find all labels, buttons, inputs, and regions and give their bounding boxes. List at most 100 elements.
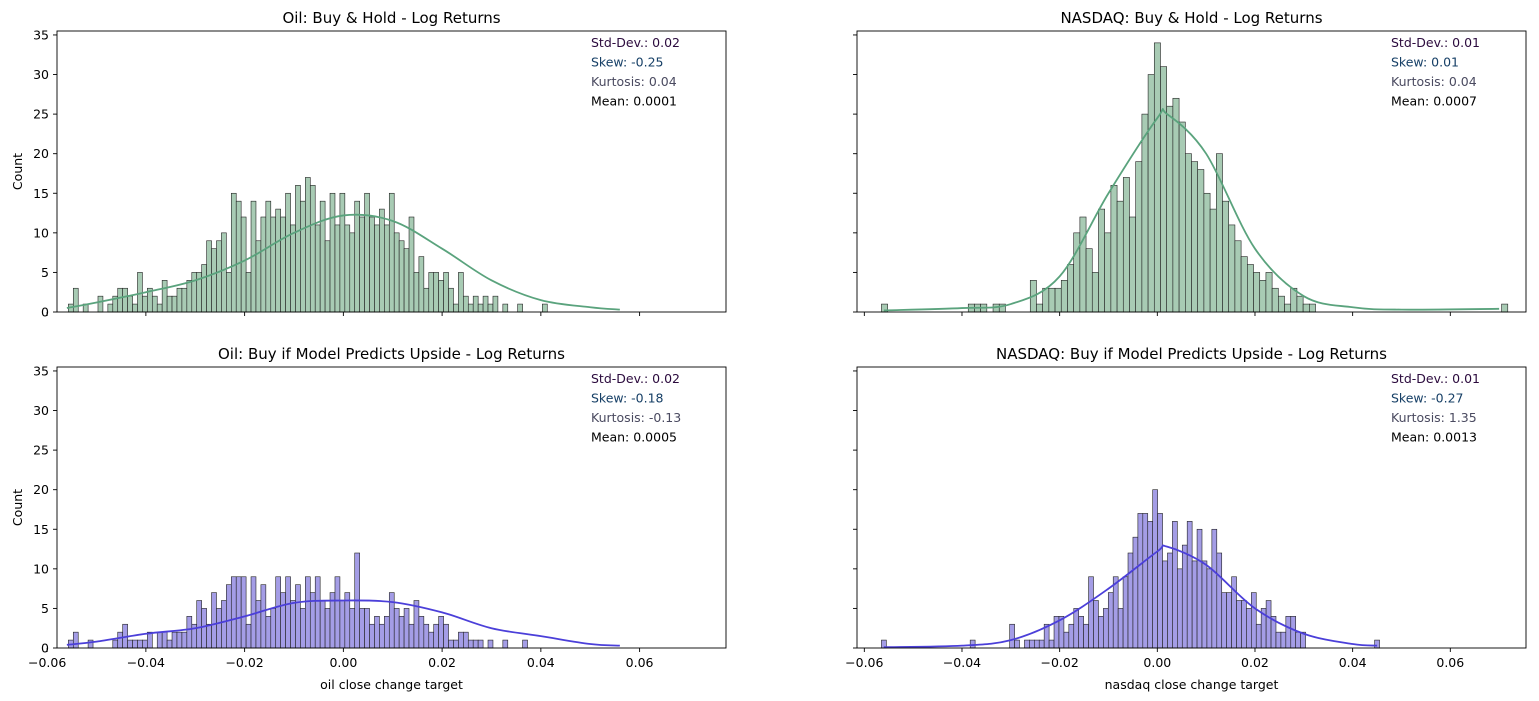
histogram-bar: [428, 631, 435, 649]
histogram-bar: [1088, 576, 1094, 649]
y-tick-label: 35: [33, 363, 49, 378]
histogram-bar: [1091, 272, 1099, 313]
histogram-bar: [1147, 521, 1153, 649]
histogram-bar: [477, 639, 484, 649]
stat-kurtosis: Kurtosis: 1.35: [1391, 410, 1477, 425]
histogram-bar: [393, 232, 400, 313]
histogram-bar: [181, 631, 188, 649]
histogram-bar: [235, 576, 242, 649]
x-tick-label: −0.04: [943, 655, 981, 670]
histogram-bar: [1501, 303, 1509, 313]
x-axis-label: oil close change target: [320, 677, 463, 692]
histogram-bar: [280, 592, 286, 649]
histogram-bar: [166, 295, 173, 313]
histogram-bar: [384, 224, 390, 313]
stat-kurtosis: Kurtosis: -0.13: [591, 410, 681, 425]
histogram-bar: [226, 272, 232, 313]
histogram-bar: [295, 584, 301, 649]
histogram-bar: [482, 295, 489, 313]
histogram-bar: [137, 639, 143, 649]
y-tick-label: 20: [33, 482, 49, 497]
histogram-bar: [423, 287, 430, 313]
histogram-bar: [472, 295, 479, 313]
histogram-bar: [467, 639, 474, 649]
histogram-bar: [186, 280, 193, 313]
histogram-bar: [329, 192, 336, 313]
kde-curve: [883, 108, 1500, 312]
histogram-bar: [1014, 639, 1020, 649]
histogram-bar: [423, 623, 430, 649]
subplot-2: NASDAQ: Buy & Hold - Log Returns Std-Dev.…: [853, 9, 1527, 316]
histogram-bar: [280, 216, 286, 313]
histogram-bar: [1029, 639, 1035, 649]
histogram-bar: [1206, 568, 1213, 649]
histogram-bar: [522, 639, 528, 649]
histogram-bar: [364, 608, 370, 649]
y-tick-label: 5: [41, 601, 49, 616]
histogram-bar: [1284, 303, 1292, 313]
histogram-bar: [1083, 623, 1089, 649]
histogram-bar: [1290, 616, 1297, 649]
histogram-bar: [472, 639, 479, 649]
histogram-bar: [542, 303, 548, 313]
stat-kurtosis: Kurtosis: 0.04: [591, 74, 677, 89]
histogram-bar: [1285, 616, 1292, 649]
histogram-bar: [374, 616, 380, 649]
histogram-bar: [226, 584, 232, 649]
histogram-bar: [127, 295, 133, 313]
histogram-bar: [161, 631, 168, 649]
histogram-bar: [517, 303, 523, 313]
y-tick-label: 15: [33, 186, 49, 201]
histogram-bar: [1135, 161, 1143, 313]
histogram-bar: [324, 240, 331, 313]
histogram-bar: [1278, 295, 1285, 313]
kde-curve: [66, 599, 620, 647]
histogram-bar: [1280, 631, 1287, 649]
histogram-bar: [319, 600, 326, 649]
histogram-bar: [1107, 592, 1114, 649]
histogram-bar: [1196, 528, 1203, 649]
histogram-bar: [1009, 623, 1015, 649]
histogram-bar: [201, 608, 207, 649]
histogram-bar: [161, 280, 168, 313]
histogram-bar: [1038, 639, 1045, 649]
axes-frame: [56, 366, 727, 649]
x-tick-label: 0.04: [527, 655, 555, 670]
histogram-bar: [374, 224, 380, 313]
histogram-bar: [305, 576, 311, 649]
y-tick-label: 20: [33, 146, 49, 161]
histogram-bar: [1160, 66, 1167, 313]
histogram-bar: [359, 608, 365, 649]
histogram-bar: [87, 639, 94, 649]
histogram-bar: [1216, 552, 1223, 649]
histogram-bar: [458, 631, 464, 649]
histogram-bar: [1085, 248, 1093, 313]
histogram-bar: [1122, 576, 1129, 649]
histogram-bar: [1234, 240, 1242, 313]
histogram-bar: [1251, 592, 1257, 649]
histogram-bars: [881, 489, 1380, 649]
histogram-bar: [1073, 232, 1081, 313]
x-tick-label: 0.02: [1241, 655, 1269, 670]
histogram-bar: [122, 287, 128, 313]
histogram-bar: [1191, 560, 1198, 649]
histogram-bar: [221, 232, 227, 313]
histogram-bar: [300, 608, 306, 649]
histogram-bar: [275, 208, 281, 313]
histogram-bar: [1060, 280, 1068, 313]
histogram-bar: [1177, 568, 1183, 649]
histogram-bar: [117, 287, 123, 313]
x-tick-label: −0.04: [127, 655, 165, 670]
kde-curve: [66, 213, 620, 311]
histogram-bar: [1172, 521, 1178, 649]
histogram-bar: [196, 600, 202, 649]
histogram-bar: [1265, 600, 1272, 649]
histogram-bar: [1153, 42, 1161, 313]
histogram-bar: [393, 608, 400, 649]
stat-skew: Skew: -0.27: [1391, 391, 1464, 406]
histogram-bar: [1275, 631, 1282, 649]
histogram-bar: [305, 177, 311, 313]
histogram-bar: [1211, 528, 1218, 649]
histogram-bar: [369, 623, 375, 649]
histogram-bar: [230, 192, 237, 313]
